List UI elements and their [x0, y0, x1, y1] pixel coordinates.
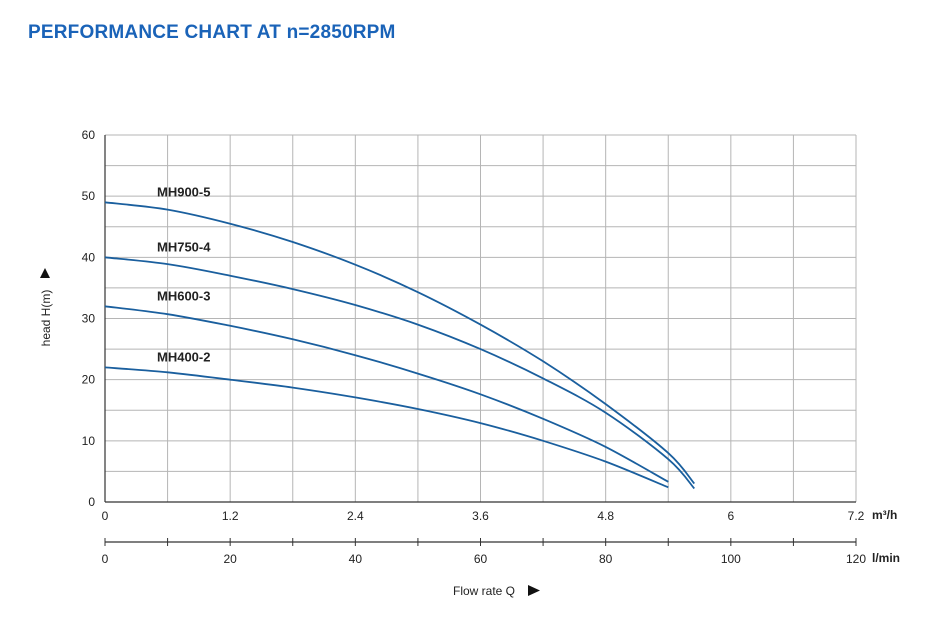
- x-tick-label: 7.2: [848, 509, 865, 523]
- x2-tick-label: 20: [223, 552, 237, 566]
- y-tick-label: 30: [82, 312, 96, 326]
- x2-tick-label: 0: [102, 552, 109, 566]
- x2-tick-label: 80: [599, 552, 613, 566]
- series-line-mh750-4: [104, 256, 695, 490]
- series-label-mh750-4: MH750-4: [157, 239, 211, 254]
- series-line-mh900-5: [104, 201, 695, 485]
- x2-tick-label: 120: [846, 552, 866, 566]
- y-tick-label: 60: [82, 128, 96, 142]
- x-axis-arrow-icon: [528, 585, 540, 596]
- x2-tick-label: 60: [474, 552, 488, 566]
- chart-grid: [104, 134, 857, 503]
- y-tick-label: 10: [82, 434, 96, 448]
- x-tick-label: 4.8: [597, 509, 614, 523]
- x2-axis: 0 20 40 60 80 100 120: [102, 538, 866, 566]
- y-axis-arrow-icon: [40, 268, 50, 278]
- y-tick-label: 20: [82, 373, 96, 387]
- chart-series: MH900-5 MH750-4 MH600-3 MH400-2: [104, 184, 695, 490]
- x-tick-label: 6: [727, 509, 734, 523]
- x-tick-label: 0: [102, 509, 109, 523]
- series-label-mh400-2: MH400-2: [157, 349, 210, 364]
- series-line-mh600-3: [104, 305, 669, 483]
- y-axis-label: head H(m): [39, 290, 53, 347]
- x-axis-unit: m³/h: [872, 508, 897, 522]
- x2-axis-unit: l/min: [872, 551, 900, 565]
- x-axis-label: Flow rate Q: [453, 584, 515, 598]
- x-tick-label: 3.6: [472, 509, 489, 523]
- y-axis-ticks: 0 10 20 30 40 50 60: [82, 128, 96, 509]
- series-label-mh900-5: MH900-5: [157, 184, 210, 199]
- x-axis-ticks: 0 1.2 2.4 3.6 4.8 6 7.2: [102, 509, 865, 523]
- x-tick-label: 1.2: [222, 509, 239, 523]
- x2-tick-label: 40: [349, 552, 363, 566]
- x-tick-label: 2.4: [347, 509, 364, 523]
- y-tick-label: 50: [82, 189, 96, 203]
- series-label-mh600-3: MH600-3: [157, 288, 210, 303]
- y-tick-label: 40: [82, 250, 96, 264]
- page-title: PERFORMANCE CHART AT n=2850RPM: [28, 22, 396, 43]
- y-tick-label: 0: [88, 495, 95, 509]
- series-line-mh400-2: [104, 366, 669, 489]
- x2-tick-label: 100: [721, 552, 741, 566]
